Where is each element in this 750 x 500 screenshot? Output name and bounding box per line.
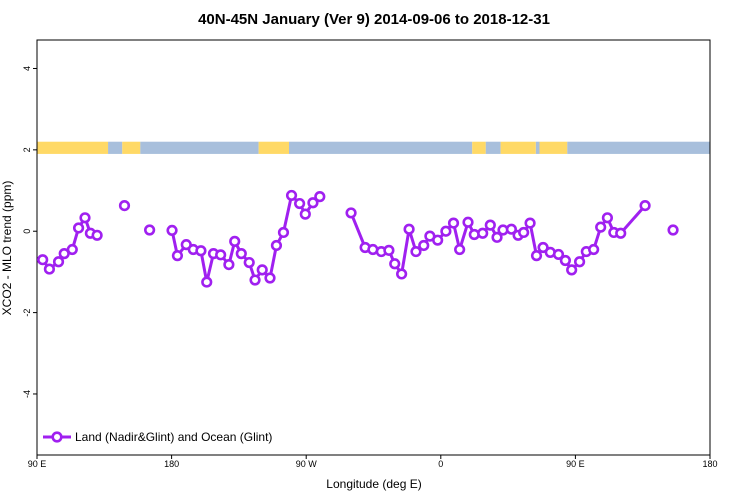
data-point — [235, 248, 247, 260]
surface-strip — [37, 141, 710, 154]
data-point — [447, 217, 460, 229]
x-tick-label: 0 — [438, 459, 443, 469]
data-point — [66, 243, 78, 256]
data-point — [229, 235, 241, 247]
data-point — [462, 216, 474, 228]
data-point — [410, 245, 422, 258]
data-point — [307, 197, 319, 209]
legend-marker-swatch — [51, 431, 63, 443]
data-point — [566, 264, 578, 276]
data-point — [118, 199, 131, 212]
land-segment — [122, 141, 141, 154]
data-point — [530, 250, 543, 262]
data-point — [215, 249, 227, 261]
data-point — [667, 224, 679, 236]
data-point — [243, 256, 255, 269]
data-point — [418, 239, 430, 252]
data-point — [79, 212, 91, 224]
series-layer — [37, 189, 679, 288]
data-point — [72, 222, 85, 234]
ocean-segment — [108, 141, 123, 154]
data-point — [314, 191, 326, 203]
data-point — [484, 219, 496, 231]
land-segment — [500, 141, 536, 154]
data-point — [505, 223, 517, 235]
ocean-segment — [535, 141, 540, 154]
plot-frame — [36, 39, 711, 456]
data-point — [345, 207, 357, 219]
land-segment — [37, 141, 109, 154]
ocean-segment — [140, 141, 259, 154]
x-tick-label: 90 E — [566, 459, 585, 469]
data-point — [518, 226, 530, 239]
data-point — [559, 254, 571, 267]
x-tick-label: 90 W — [296, 459, 318, 469]
y-axis-label: XCO2 - MLO trend (ppm) — [0, 181, 14, 316]
data-point — [294, 197, 306, 210]
data-point — [144, 224, 156, 236]
series-line — [41, 216, 98, 271]
data-point — [171, 250, 184, 262]
series-line — [170, 193, 315, 284]
data-point — [403, 223, 415, 235]
data-point — [166, 224, 178, 237]
data-point — [573, 256, 586, 268]
data-point — [264, 272, 276, 284]
data-point — [432, 234, 444, 246]
x-tick-label: 90 E — [28, 459, 47, 469]
data-point — [195, 245, 207, 257]
land-segment — [258, 141, 290, 154]
data-point — [91, 229, 103, 241]
y-tick-label: 2 — [22, 147, 32, 152]
x-tick-label: 180 — [164, 459, 179, 469]
data-point — [277, 226, 290, 239]
data-point — [256, 264, 268, 276]
ocean-segment — [485, 141, 501, 154]
data-point — [249, 274, 261, 286]
x-axis-label: Longitude (deg E) — [326, 477, 421, 491]
data-point — [537, 241, 549, 254]
y-tick-label: 4 — [22, 66, 32, 71]
y-axis: 4 2 0 -2 -4 — [22, 66, 37, 398]
x-axis: 90 E 180 90 W 0 90 E 180 — [28, 455, 718, 469]
data-point — [37, 254, 49, 266]
data-point — [477, 227, 489, 239]
data-point — [454, 243, 466, 256]
data-point — [299, 208, 311, 220]
legend: Land (Nadir&Glint) and Ocean (Glint) — [43, 430, 272, 444]
land-segment — [472, 141, 486, 154]
y-tick-label: -4 — [22, 390, 32, 398]
data-point — [270, 239, 283, 252]
data-point — [588, 243, 600, 256]
data-point — [223, 258, 235, 271]
data-point — [52, 256, 65, 268]
ocean-segment — [289, 141, 473, 154]
chart-title: 40N-45N January (Ver 9) 2014-09-06 to 20… — [198, 11, 550, 28]
x-tick-label: 180 — [702, 459, 717, 469]
data-point — [524, 217, 536, 229]
data-point — [285, 189, 298, 202]
data-point — [491, 231, 503, 243]
y-tick-label: 0 — [22, 229, 32, 234]
data-point — [595, 221, 607, 233]
data-point — [615, 227, 627, 239]
data-point — [440, 225, 452, 237]
data-point — [601, 212, 614, 224]
data-point — [552, 248, 565, 261]
legend-label: Land (Nadir&Glint) and Ocean (Glint) — [75, 430, 272, 444]
data-point — [389, 258, 401, 270]
data-point — [43, 263, 56, 275]
data-point — [383, 244, 395, 256]
data-point — [639, 199, 651, 212]
ocean-segment — [567, 141, 710, 154]
land-segment — [539, 141, 568, 154]
data-point — [396, 268, 408, 280]
y-tick-label: -2 — [22, 309, 32, 317]
data-point — [201, 276, 213, 288]
